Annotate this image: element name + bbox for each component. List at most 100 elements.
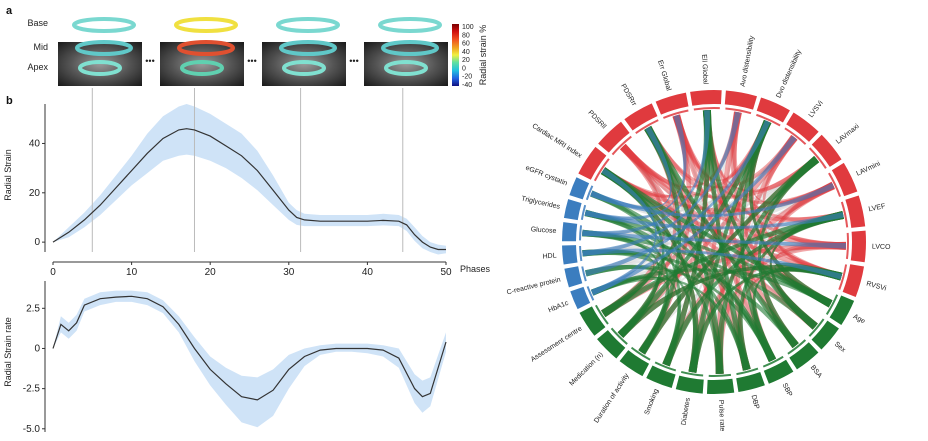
ring-mid — [279, 40, 337, 56]
chord-label: LVEF — [868, 203, 886, 213]
chord-sector-inner-track — [825, 294, 839, 315]
y-tick-label: 20 — [29, 188, 41, 199]
chord-sector-inner-track — [593, 158, 610, 182]
chord-sector — [690, 90, 722, 106]
chord-sector-inner-track — [663, 109, 689, 119]
colorbar-tick-label: 20 — [462, 57, 470, 64]
ring-mid — [75, 40, 133, 56]
ring-base — [378, 17, 442, 33]
chord-sector — [563, 199, 582, 221]
ring-apex — [282, 60, 326, 76]
confidence-band — [53, 104, 446, 255]
chord-sector — [756, 97, 790, 123]
ring-apex — [78, 60, 122, 76]
ellipsis-3: ••• — [349, 56, 358, 66]
chord-label: Diabetes — [681, 397, 693, 426]
colorbar-tick-label: 0 — [462, 65, 466, 72]
chord-sector-inner-track — [808, 318, 825, 337]
mri-thumbnail — [262, 17, 346, 86]
chord-ribbon — [590, 268, 833, 307]
chord-sector-inner-track — [828, 172, 842, 197]
chord-sector-inner-track — [840, 201, 849, 228]
chord-label: eGFR cystatin — [524, 165, 568, 188]
chart-top-xlabel: Phases — [460, 264, 491, 274]
chord-label: PDSRll — [586, 109, 607, 130]
chord-ribbons — [582, 110, 846, 374]
chord-label: SBP — [781, 382, 794, 398]
chord-ribbon — [582, 248, 843, 280]
chord-sector — [829, 295, 855, 326]
chord-label: Dvo distensibility — [775, 48, 803, 99]
chord-sector — [578, 146, 607, 180]
chord-sector-inner-track — [635, 119, 659, 135]
chord-sector — [789, 342, 819, 370]
chord-sector-inner-track — [595, 304, 609, 325]
chord-sector-inner-track — [581, 266, 587, 282]
chord-label: Pulse rate — [717, 400, 725, 432]
chord-sector-inner-track — [693, 107, 720, 111]
chord-sector-inner-track — [579, 245, 583, 262]
ellipsis-1: ••• — [145, 56, 154, 66]
chord-sector — [831, 162, 858, 197]
chord-ribbon — [620, 111, 742, 188]
ring-base — [276, 17, 340, 33]
chord-sector — [562, 245, 578, 265]
chord-label: Assessment centre — [530, 325, 584, 363]
chord-sector — [786, 112, 819, 142]
colorbar-tick-label: 80 — [462, 32, 470, 39]
chord-sector — [624, 103, 658, 131]
colorbar-tick-label: -20 — [462, 74, 472, 81]
chord-sector — [850, 230, 866, 263]
mri-thumbnail — [364, 17, 448, 86]
chord-sector — [562, 222, 578, 242]
panel-a-label: a — [6, 5, 13, 17]
chord-sector — [763, 359, 794, 384]
mri-thumbnail — [58, 17, 142, 86]
radial-strain-chart: 0 20 40 0 10 20 30 40 50 — [29, 88, 452, 278]
chord-ribbon — [584, 114, 687, 221]
chord-sector-inner-track — [611, 135, 632, 156]
chord-sector — [675, 375, 704, 394]
chord-ribbon — [638, 155, 820, 355]
chord-ribbon — [591, 110, 709, 295]
chord-sector-inner-track — [838, 264, 848, 290]
chord-ribbon — [582, 230, 846, 249]
ring-apex — [384, 60, 428, 76]
chart-bottom-ylabel: Radial Strain rate — [3, 317, 13, 387]
chord-ribbon — [584, 157, 818, 222]
chord-label: HDL — [542, 252, 557, 260]
chord-label: Smoking — [644, 388, 660, 416]
chord-label: Cardiac MRI index — [531, 123, 584, 160]
chord-sector — [811, 134, 842, 167]
chord-sector-inner-track — [654, 361, 677, 372]
chord-sector — [845, 195, 866, 228]
chord-ribbon — [601, 119, 772, 199]
chord-sector — [655, 92, 689, 115]
chord-label: Glucose — [530, 226, 556, 235]
chord-label: Sex — [833, 341, 847, 354]
chord-sector-inner-track — [808, 147, 827, 169]
x-tick-label: 0 — [50, 267, 56, 278]
chord-label: C-reactive protein — [506, 276, 561, 296]
x-tick-label: 50 — [440, 267, 452, 278]
y-tick-label: 0 — [34, 237, 40, 248]
chord-sector-inner-track — [586, 286, 595, 301]
colorbar-tick-label: 60 — [462, 41, 470, 48]
chord-sector-inner-track — [585, 185, 594, 201]
chord-label: Triglycerides — [521, 195, 561, 211]
panel-b-label: b — [6, 95, 13, 107]
mri-thumbnail — [160, 17, 244, 86]
chord-sector-inner-track — [725, 107, 752, 115]
row-label-base: Base — [27, 18, 48, 28]
chord-label: Age — [852, 313, 866, 325]
chart-top-ylabel: Radial Strain — [3, 149, 13, 201]
ring-mid — [177, 40, 235, 56]
chord-ribbon — [688, 266, 843, 373]
mean-line — [52, 295, 447, 401]
x-tick-label: 30 — [283, 267, 295, 278]
chord-sector — [597, 330, 626, 359]
colorbar-tick-label: -40 — [462, 82, 472, 89]
chord-label: LVSVi — [808, 100, 825, 120]
